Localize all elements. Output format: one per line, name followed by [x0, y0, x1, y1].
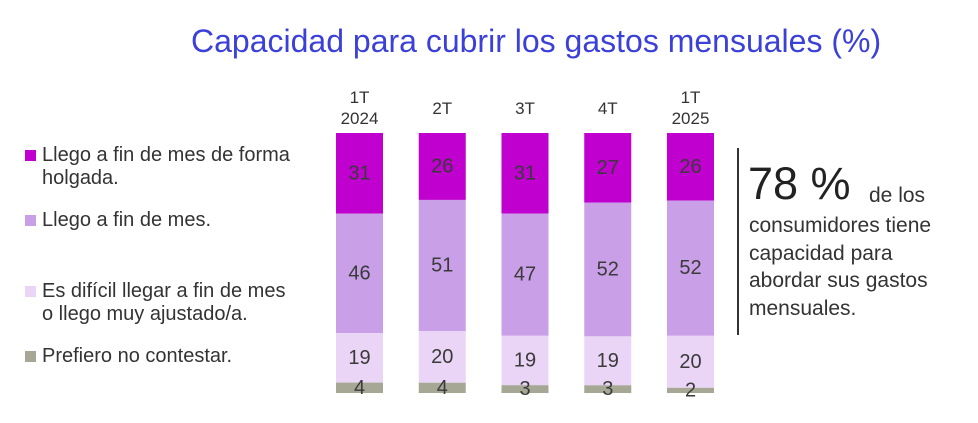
data-label: 26 [431, 155, 453, 177]
bar-segment [501, 335, 549, 386]
data-label: 47 [514, 264, 536, 286]
data-label: 31 [348, 162, 370, 184]
bar-segment [584, 385, 632, 393]
bar-stack [667, 133, 714, 393]
legend-label: Prefiero no contestar. [42, 345, 233, 367]
bar-segment [418, 331, 466, 383]
category-label: 1T 2025 [671, 88, 710, 128]
data-label: 52 [597, 258, 619, 280]
bar-segment [418, 199, 466, 332]
bar-segment [501, 385, 549, 393]
bar-stack [584, 133, 632, 393]
data-label: 52 [679, 257, 701, 279]
bar-segment [336, 382, 383, 393]
bar-stack [418, 133, 466, 393]
data-label: 3 [519, 378, 530, 400]
bar-segment [336, 213, 383, 334]
legend-swatch [25, 150, 36, 161]
bar-segment [584, 336, 632, 386]
data-label: 27 [597, 157, 619, 179]
legend-label: Es difícil llegar a fin de mes o llego m… [42, 280, 286, 325]
bar-segment [418, 133, 466, 200]
data-label: 4 [354, 377, 365, 399]
data-label: 19 [514, 350, 536, 372]
bar-segment [336, 333, 383, 383]
data-label: 26 [679, 156, 701, 178]
data-label: 2 [685, 379, 696, 401]
data-label: 4 [437, 377, 448, 399]
callout-divider [737, 148, 739, 335]
legend-label: Llego a fin de mes de forma holgada. [42, 144, 290, 189]
callout-value: 78 % [748, 158, 851, 209]
data-label: 31 [514, 162, 536, 184]
bar-segment [667, 133, 714, 201]
category-label: 3T [515, 98, 535, 118]
bar-segment [584, 202, 632, 337]
callout-text: consumidores tiene capacidad para aborda… [749, 214, 932, 320]
data-label: 19 [597, 350, 619, 372]
bar-stack [336, 133, 383, 393]
bar-segment [667, 387, 714, 393]
bar-segment [418, 382, 466, 393]
bar-segment [667, 200, 714, 336]
bar-segment [667, 335, 714, 388]
data-label: 46 [348, 262, 370, 284]
data-label: 20 [679, 351, 701, 373]
legend-swatch [25, 351, 36, 362]
bar-segment [584, 133, 632, 203]
legend-swatch [25, 286, 36, 297]
bar-segment [336, 133, 383, 214]
data-label: 3 [602, 378, 613, 400]
category-label: 1T 2024 [340, 88, 379, 128]
legend-label: Llego a fin de mes. [42, 209, 211, 231]
bar-segment [501, 133, 549, 214]
data-label: 19 [348, 347, 370, 369]
chart-title: Capacidad para cubrir los gastos mensual… [191, 23, 882, 59]
data-label: 51 [431, 255, 453, 277]
bar-stack [501, 133, 549, 393]
category-label: 2T [432, 98, 453, 118]
callout-lead: de los [869, 184, 926, 207]
legend-swatch [25, 215, 36, 226]
category-label: 4T [597, 98, 618, 118]
bar-segment [501, 213, 549, 336]
data-label: 20 [431, 346, 453, 368]
